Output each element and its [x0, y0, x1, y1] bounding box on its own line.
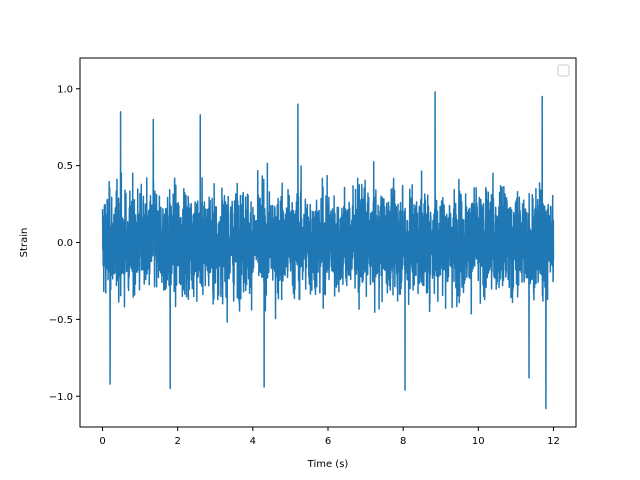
y-tick-label: 1.0 — [57, 84, 73, 95]
x-tick-label: 12 — [547, 436, 560, 447]
legend-box — [557, 64, 570, 77]
strain-series-line — [101, 91, 555, 410]
x-tick-label: 4 — [250, 436, 256, 447]
x-tick-label: 2 — [175, 436, 181, 447]
y-axis-label: Strain — [19, 228, 30, 258]
y-tick-label: −1.0 — [49, 392, 73, 403]
x-tick-label: 10 — [472, 436, 485, 447]
y-axis: −1.0 −0.5 0.0 0.5 1.0 — [49, 84, 80, 403]
x-tick-label: 8 — [400, 436, 406, 447]
y-tick-label: 0.0 — [57, 238, 73, 249]
y-tick-label: 0.5 — [57, 161, 73, 172]
x-axis-label: Time (s) — [307, 459, 349, 470]
x-tick-label: 0 — [99, 436, 105, 447]
x-axis: 0 2 4 6 8 10 12 — [99, 427, 560, 447]
y-tick-label: −0.5 — [49, 315, 73, 326]
series-layer — [101, 91, 555, 410]
x-tick-label: 6 — [325, 436, 331, 447]
